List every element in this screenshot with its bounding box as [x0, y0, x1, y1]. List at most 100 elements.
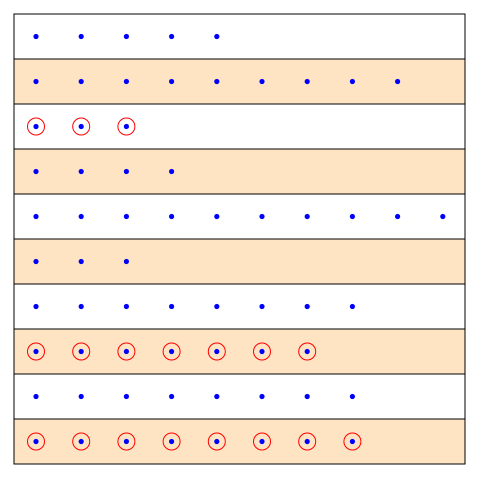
dot: [169, 438, 175, 445]
dot: [123, 168, 129, 175]
dot: [33, 393, 39, 400]
dot: [33, 78, 39, 85]
highlight-ring: [117, 117, 136, 136]
dot: [78, 258, 84, 265]
highlight-ring: [298, 342, 317, 361]
dot: [259, 438, 265, 445]
dot: [123, 348, 129, 355]
dot: [214, 303, 220, 310]
dot: [304, 393, 310, 400]
dot: [349, 78, 355, 85]
dot: [78, 168, 84, 175]
dot: [33, 123, 39, 130]
dot: [78, 438, 84, 445]
highlight-ring: [298, 432, 317, 451]
dot: [214, 393, 220, 400]
row-band: [13, 283, 466, 330]
dot-row-9: [13, 373, 466, 420]
dot-row-1: [13, 13, 466, 60]
row-band: [13, 148, 466, 195]
row-band: [13, 238, 466, 285]
row-band: [13, 328, 466, 375]
highlight-ring: [343, 432, 362, 451]
dot: [214, 33, 220, 40]
highlight-ring: [117, 432, 136, 451]
dot: [78, 123, 84, 130]
dot: [259, 78, 265, 85]
highlight-ring: [117, 342, 136, 361]
dot: [33, 258, 39, 265]
dot: [123, 438, 129, 445]
dot: [349, 303, 355, 310]
dot: [123, 123, 129, 130]
dot: [78, 78, 84, 85]
dot: [214, 78, 220, 85]
dot: [259, 393, 265, 400]
dot: [169, 348, 175, 355]
dot: [123, 33, 129, 40]
dot-row-10: [13, 418, 466, 465]
row-band: [13, 13, 466, 60]
row-band: [13, 103, 466, 150]
dot: [169, 213, 175, 220]
dot: [349, 438, 355, 445]
dot: [169, 393, 175, 400]
dot: [395, 213, 401, 220]
dot: [123, 213, 129, 220]
dot: [304, 348, 310, 355]
dot: [123, 78, 129, 85]
dot: [395, 78, 401, 85]
dot-row-5: [13, 193, 466, 240]
highlight-ring: [162, 432, 181, 451]
dot: [78, 33, 84, 40]
highlight-ring: [253, 342, 271, 361]
dot: [169, 78, 175, 85]
dot: [123, 303, 129, 310]
dot: [259, 213, 265, 220]
dot: [33, 348, 39, 355]
dot: [33, 168, 39, 175]
dot: [259, 348, 265, 355]
dot: [259, 303, 265, 310]
highlight-ring: [72, 432, 91, 451]
dot: [169, 303, 175, 310]
highlight-ring: [72, 342, 91, 361]
dot: [33, 438, 39, 445]
dot-row-7: [13, 283, 466, 330]
highlight-ring: [162, 342, 181, 361]
dot: [123, 393, 129, 400]
dot-row-6: [13, 238, 466, 285]
dot: [78, 303, 84, 310]
dot: [33, 213, 39, 220]
dot: [440, 213, 446, 220]
dot: [78, 393, 84, 400]
dot: [304, 213, 310, 220]
row-band: [13, 418, 466, 465]
highlight-ring: [27, 342, 45, 361]
dot: [33, 33, 39, 40]
dot: [78, 213, 84, 220]
dot-row-4: [13, 148, 466, 195]
dot: [169, 168, 175, 175]
dot: [304, 438, 310, 445]
row-band: [13, 373, 466, 420]
highlight-ring: [27, 432, 45, 451]
dot-row-8: [13, 328, 466, 375]
highlight-ring: [207, 432, 226, 451]
row-band: [13, 193, 466, 240]
dot: [169, 33, 175, 40]
highlight-ring: [207, 342, 226, 361]
highlight-ring: [27, 117, 45, 136]
highlight-ring: [253, 432, 271, 451]
highlight-ring: [72, 117, 91, 136]
dot-row-2: [13, 58, 466, 105]
dot: [214, 438, 220, 445]
dot-row-3: [13, 103, 466, 150]
dot: [33, 303, 39, 310]
dot: [349, 393, 355, 400]
dot: [123, 258, 129, 265]
dot: [214, 213, 220, 220]
row-band: [13, 58, 466, 105]
dot: [349, 213, 355, 220]
